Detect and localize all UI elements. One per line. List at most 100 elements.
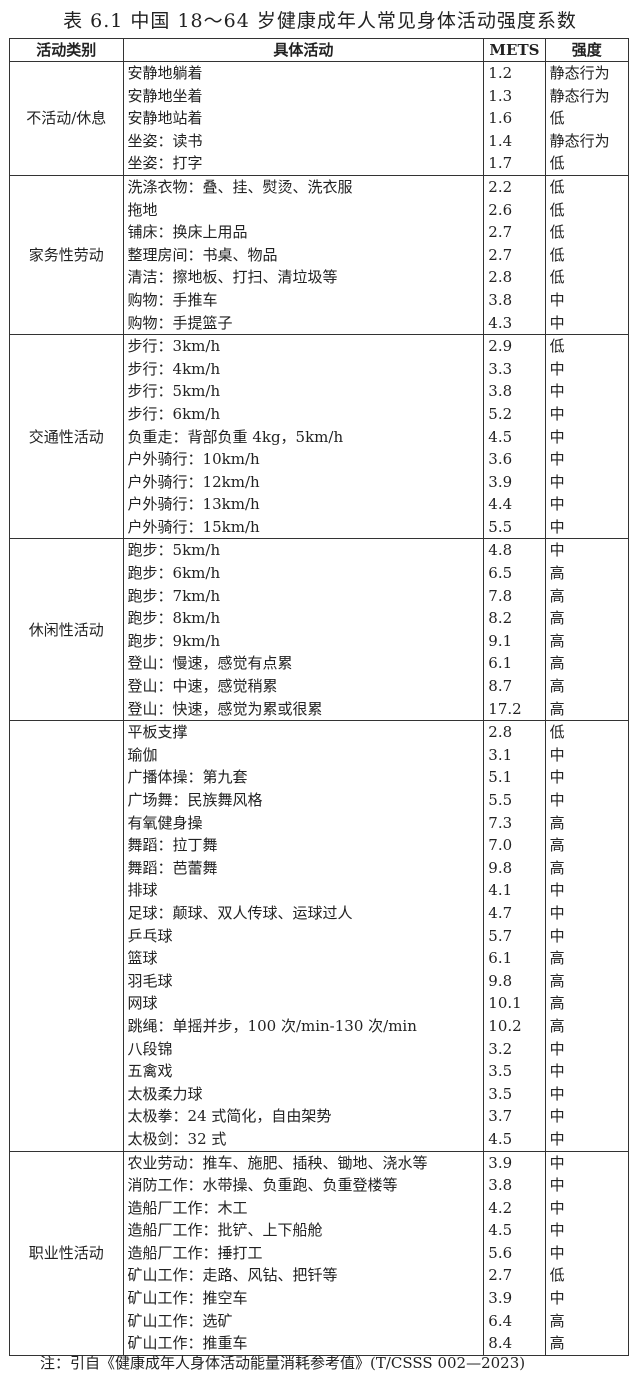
table-row: 瑜伽 3.1 中 [10, 743, 630, 767]
intensity-cell: 中 [544, 357, 630, 381]
intensity-cell: 中 [544, 493, 630, 516]
activity-cell: 平板支撑 [122, 720, 485, 744]
activity-cell: 广场舞：民族舞风格 [122, 789, 485, 812]
intensity-cell: 中 [544, 766, 630, 789]
table-row: 铺床：换床上用品 2.7 低 [10, 221, 630, 244]
mets-cell: 4.5 [483, 425, 546, 449]
table-row: 跑步：6km/h 6.5 高 [10, 562, 630, 585]
table-row: 造船厂工作：捶打工 5.6 中 [10, 1241, 630, 1265]
table-row: 太极剑：32 式 4.5 中 [10, 1127, 630, 1152]
table-row: 不活动/休息 安静地躺着 1.2 静态行为 [9, 60, 630, 176]
intensity-cell: 低 [544, 266, 630, 289]
table-row: 五禽戏 3.5 中 [10, 1060, 630, 1083]
mets-cell: 4.8 [483, 538, 546, 563]
activity-cell: 矿山工作：推空车 [122, 1287, 485, 1310]
mets-cell: 4.7 [483, 901, 546, 925]
table-row: 登山：中速，感觉稍累 8.7 高 [10, 675, 630, 698]
activity-cell: 户外骑行：15km/h [122, 515, 485, 540]
intensity-cell: 高 [544, 1309, 630, 1333]
category-cell: 家务性劳动 [9, 174, 124, 336]
activity-cell: 太极拳：24 式简化，自由架势 [122, 1105, 485, 1128]
intensity-cell: 中 [544, 1082, 630, 1106]
table-row: 步行：4km/h 3.3 中 [10, 357, 630, 381]
intensity-cell: 中 [544, 448, 630, 471]
activity-cell: 步行：4km/h [122, 357, 485, 381]
mets-cell: 8.7 [483, 675, 546, 698]
mets-cell: 1.4 [483, 129, 546, 153]
intensity-cell: 中 [544, 1127, 630, 1152]
activity-cell: 登山：慢速，感觉有点累 [122, 652, 485, 676]
table-row: 太极柔力球 3.5 中 [10, 1082, 630, 1106]
mets-cell: 4.2 [483, 1196, 546, 1220]
mets-cell: 9.1 [483, 629, 546, 653]
table-row: 负重走：背部负重 4kg，5km/h 4.5 中 [10, 425, 630, 449]
mets-cell: 4.3 [483, 311, 546, 336]
mets-cell: 2.6 [483, 198, 546, 222]
activity-cell: 步行：5km/h [122, 380, 485, 403]
mets-cell: 4.5 [483, 1127, 546, 1152]
table-row: 八段锦 3.2 中 [10, 1037, 630, 1061]
table-row: 休闲性活动 跑步：5km/h 4.8 中 [9, 538, 630, 722]
category-cell: 交通性活动 [9, 334, 124, 540]
table-row: 广场舞：民族舞风格 5.5 中 [10, 789, 630, 812]
mets-cell: 3.1 [483, 743, 546, 767]
mets-cell: 10.2 [483, 1014, 546, 1038]
mets-cell: 5.7 [483, 924, 546, 948]
intensity-cell: 高 [544, 1014, 630, 1038]
table-row: 广播体操：第九套 5.1 中 [10, 766, 630, 789]
intensity-cell: 中 [544, 425, 630, 449]
activity-cell: 跑步：6km/h [122, 562, 485, 585]
mets-cell: 3.9 [483, 1287, 546, 1310]
header-activity: 具体活动 [122, 38, 485, 62]
table-row: 职业性活动 农业劳动：推车、施肥、插秧、锄地、浇水等 3.9 中 [9, 1150, 630, 1356]
activity-cell: 户外骑行：10km/h [122, 448, 485, 471]
mets-cell: 2.2 [483, 174, 546, 199]
intensity-cell: 高 [544, 992, 630, 1015]
mets-cell: 5.5 [483, 515, 546, 540]
intensity-cell: 中 [544, 924, 630, 948]
mets-cell: 1.6 [483, 107, 546, 130]
activity-cell: 造船厂工作：批铲、上下船舱 [122, 1219, 485, 1242]
activity-cell: 羽毛球 [122, 969, 485, 993]
intensity-cell: 中 [544, 380, 630, 403]
table-row: 步行：6km/h 5.2 中 [10, 402, 630, 426]
intensity-cell: 低 [544, 221, 630, 244]
category-cell: 休闲性活动 [9, 538, 124, 722]
activity-cell: 排球 [122, 879, 485, 902]
table-row: 整理房间：书桌、物品 2.7 低 [10, 243, 630, 267]
intensity-cell: 低 [544, 107, 630, 130]
activity-cell: 整理房间：书桌、物品 [122, 243, 485, 267]
intensity-cell: 静态行为 [544, 84, 630, 108]
mets-cell: 3.5 [483, 1082, 546, 1106]
activity-cell: 足球：颠球、双人传球、运球过人 [122, 901, 485, 925]
intensity-cell: 高 [544, 969, 630, 993]
table-row: 家务性劳动 洗涤衣物：叠、挂、熨烫、洗衣服 2.2 低 [9, 174, 630, 336]
table-row: 舞蹈：芭蕾舞 9.8 高 [10, 856, 630, 880]
table-row: 坐姿：读书 1.4 静态行为 [10, 129, 630, 153]
activity-cell: 跑步：7km/h [122, 584, 485, 608]
mets-cell: 3.5 [483, 1060, 546, 1083]
table-row: 网球 10.1 高 [10, 992, 630, 1015]
mets-cell: 6.5 [483, 562, 546, 585]
activity-cell: 步行：6km/h [122, 402, 485, 426]
intensity-cell: 中 [544, 1150, 630, 1175]
mets-cell: 7.8 [483, 584, 546, 608]
table-row: 消防工作：水带操、负重跑、负重登楼等 3.8 中 [10, 1174, 630, 1197]
activity-cell: 矿山工作：走路、风钻、把钎等 [122, 1264, 485, 1288]
mets-cell: 4.5 [483, 1219, 546, 1242]
table-row: 平板支撑 2.8 低 [9, 720, 630, 1152]
intensity-cell: 高 [544, 947, 630, 970]
source-note: 注：引自《健康成年人身体活动能量消耗参考值》(T/CSSS 002—2023) [40, 1354, 526, 1372]
intensity-cell: 中 [544, 1037, 630, 1061]
category-cell [9, 720, 124, 1152]
table-row: 造船厂工作：木工 4.2 中 [10, 1196, 630, 1220]
activity-cell: 步行：3km/h [122, 334, 485, 358]
mets-cell: 4.1 [483, 879, 546, 902]
table-row: 户外骑行：13km/h 4.4 中 [10, 493, 630, 516]
activity-cell: 购物：手推车 [122, 288, 485, 312]
mets-cell: 6.4 [483, 1309, 546, 1333]
mets-cell: 9.8 [483, 969, 546, 993]
mets-cell: 8.2 [483, 607, 546, 630]
activity-cell: 消防工作：水带操、负重跑、负重登楼等 [122, 1174, 485, 1197]
intensity-cell: 低 [544, 243, 630, 267]
